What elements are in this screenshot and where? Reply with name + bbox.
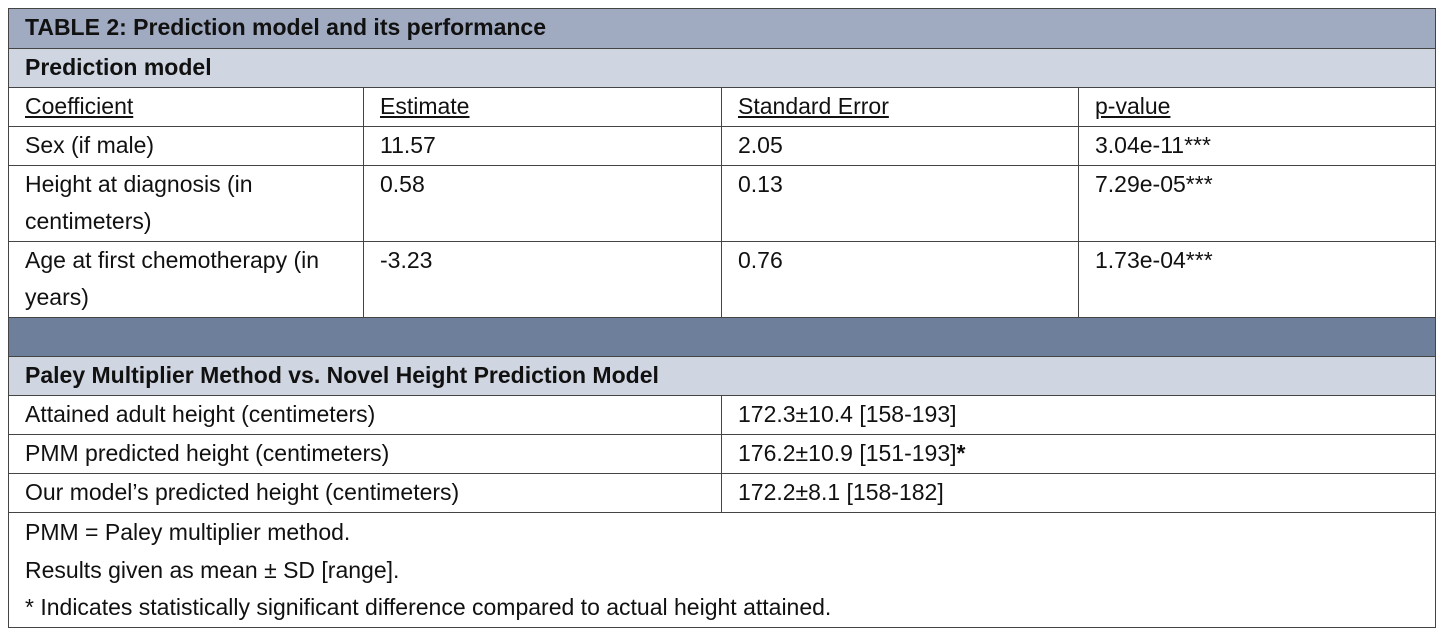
cell: 172.3±10.4 [158-193]	[721, 395, 1436, 435]
data-row: Height at diagnosis (in centimeters) 0.5…	[8, 165, 1436, 242]
section-heading: Prediction model	[8, 48, 1436, 88]
column-header: p-value	[1078, 87, 1436, 127]
header-row: Coefficient Estimate Standard Error p-va…	[8, 87, 1436, 127]
cell: 0.76	[721, 241, 1079, 318]
cell: Sex (if male)	[8, 126, 364, 166]
data-row: Our model’s predicted height (centimeter…	[8, 473, 1436, 513]
cell: 0.13	[721, 165, 1079, 242]
note: PMM = Paley multiplier method.	[25, 519, 351, 545]
note: Results given as mean ± SD [range].	[25, 556, 400, 583]
cell: 0.58	[363, 165, 722, 242]
results-table: TABLE 2: Prediction model and its perfor…	[8, 8, 1436, 628]
cell: 176.2±10.9 [151-193]*	[721, 434, 1436, 474]
column-header: Coefficient	[8, 87, 364, 127]
cell: 172.2±8.1 [158-182]	[721, 473, 1436, 513]
note: * Indicates statistically significant di…	[25, 594, 832, 620]
notes: PMM = Paley multiplier method. Results g…	[8, 512, 1436, 628]
cell: -3.23	[363, 241, 722, 318]
section-row: Paley Multiplier Method vs. Novel Height…	[8, 356, 1436, 396]
data-row: PMM predicted height (centimeters) 176.2…	[8, 434, 1436, 474]
title-row: TABLE 2: Prediction model and its perfor…	[8, 8, 1436, 49]
data-row: Attained adult height (centimeters) 172.…	[8, 395, 1436, 435]
value: 176.2±10.9 [151-193]	[738, 440, 957, 466]
cell: 3.04e-11***	[1078, 126, 1436, 166]
column-header: Standard Error	[721, 87, 1079, 127]
cell: 11.57	[363, 126, 722, 166]
section-heading: Paley Multiplier Method vs. Novel Height…	[8, 356, 1436, 396]
cell: Attained adult height (centimeters)	[8, 395, 722, 435]
table-title: TABLE 2: Prediction model and its perfor…	[8, 8, 1436, 49]
notes-row: PMM = Paley multiplier method. Results g…	[8, 512, 1436, 628]
cell: 1.73e-04***	[1078, 241, 1436, 318]
data-row: Age at first chemotherapy (in years) -3.…	[8, 241, 1436, 318]
cell: Our model’s predicted height (centimeter…	[8, 473, 722, 513]
data-row: Sex (if male) 11.57 2.05 3.04e-11***	[8, 126, 1436, 166]
column-header: Estimate	[363, 87, 722, 127]
cell: 2.05	[721, 126, 1079, 166]
cell: Age at first chemotherapy (in years)	[8, 241, 364, 318]
cell: PMM predicted height (centimeters)	[8, 434, 722, 474]
cell: Height at diagnosis (in centimeters)	[8, 165, 364, 242]
section-row: Prediction model	[8, 48, 1436, 88]
separator	[8, 317, 1436, 357]
significance-flag: *	[956, 440, 966, 466]
separator-row	[8, 317, 1436, 357]
cell: 7.29e-05***	[1078, 165, 1436, 242]
